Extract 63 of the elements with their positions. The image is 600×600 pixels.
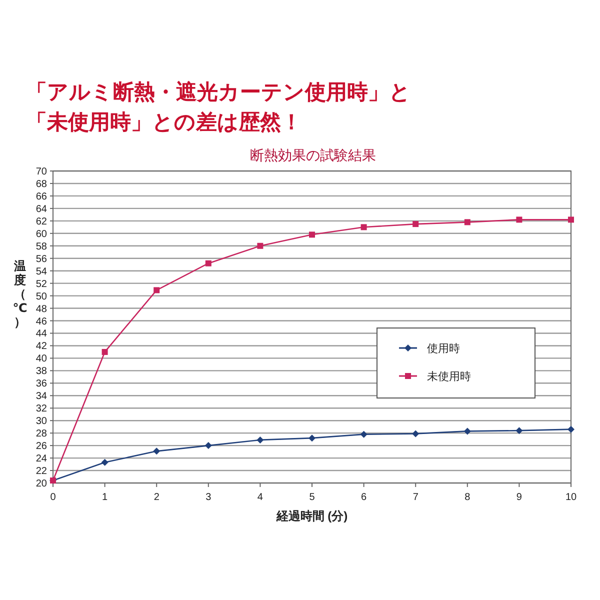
- x-tick-label: 1: [102, 492, 108, 503]
- y-tick-label: 50: [36, 291, 48, 302]
- x-tick-label: 5: [309, 492, 316, 503]
- x-tick-label: 4: [257, 492, 264, 503]
- y-tick-label: 58: [36, 241, 48, 252]
- y-tick-label: 66: [36, 191, 48, 202]
- y-tick-label: 64: [36, 204, 48, 215]
- point: [412, 430, 420, 438]
- x-tick-label: 10: [565, 492, 577, 503]
- point: [309, 232, 315, 238]
- x-tick-label: 0: [50, 492, 56, 503]
- point: [257, 242, 264, 249]
- y-tick-label: 38: [36, 366, 48, 378]
- point: [154, 287, 160, 294]
- y-tick-label: 32: [36, 404, 48, 415]
- x-tick-label: 7: [412, 492, 419, 503]
- y-tick-label: 56: [36, 254, 48, 265]
- x-tick-label: 8: [464, 492, 471, 503]
- y-tick-label: 54: [36, 266, 48, 278]
- y-tick-label: 52: [36, 278, 48, 290]
- y-tick-label: 70: [36, 166, 48, 178]
- point: [256, 436, 264, 444]
- legend-label: 使用時: [427, 342, 460, 355]
- y-tick-label: 28: [36, 428, 48, 440]
- y-tick-label: 34: [36, 391, 48, 402]
- y-tick-label: 36: [36, 378, 48, 390]
- y-tick-label: 48: [36, 304, 48, 315]
- point: [568, 216, 574, 223]
- x-tick-label: 2: [154, 492, 160, 503]
- point: [516, 427, 523, 434]
- y-tick-label: 22: [36, 466, 48, 478]
- point: [464, 428, 471, 435]
- y-tick-label: 30: [36, 416, 48, 428]
- y-tick-label: 26: [36, 441, 48, 452]
- y-tick-label: 60: [36, 228, 48, 240]
- y-tick-label: 24: [36, 454, 48, 465]
- y-tick-label: 68: [36, 178, 48, 190]
- point: [102, 348, 108, 355]
- y-tick-label: 46: [36, 316, 48, 328]
- x-axis-title: 経過時間 (分): [275, 509, 348, 523]
- point: [360, 224, 367, 230]
- point: [464, 219, 470, 226]
- legend-label: 未使用時: [427, 370, 471, 383]
- y-tick-label: 62: [36, 216, 48, 228]
- x-tick-label: 9: [516, 492, 522, 503]
- point: [516, 216, 522, 223]
- y-tick-label: 40: [36, 354, 48, 365]
- point: [204, 442, 212, 450]
- point: [205, 260, 212, 266]
- point: [153, 448, 160, 455]
- point: [308, 434, 316, 442]
- x-tick-label: 6: [361, 492, 368, 503]
- x-tick-label: 3: [206, 492, 212, 503]
- y-axis-title: 温度（℃）: [12, 259, 28, 329]
- point: [568, 426, 574, 433]
- chart-subtitle: 断熱効果の試験結果: [250, 147, 376, 163]
- point: [412, 221, 419, 228]
- point: [360, 430, 368, 438]
- y-tick-label: 42: [36, 341, 48, 352]
- y-tick-label: 44: [36, 328, 48, 340]
- y-tick-label: 20: [36, 478, 48, 490]
- point: [101, 458, 108, 466]
- chart-title: 「アルミ断熱・遮光カーテン使用時」と「未使用時」との差は歴然！: [26, 80, 411, 136]
